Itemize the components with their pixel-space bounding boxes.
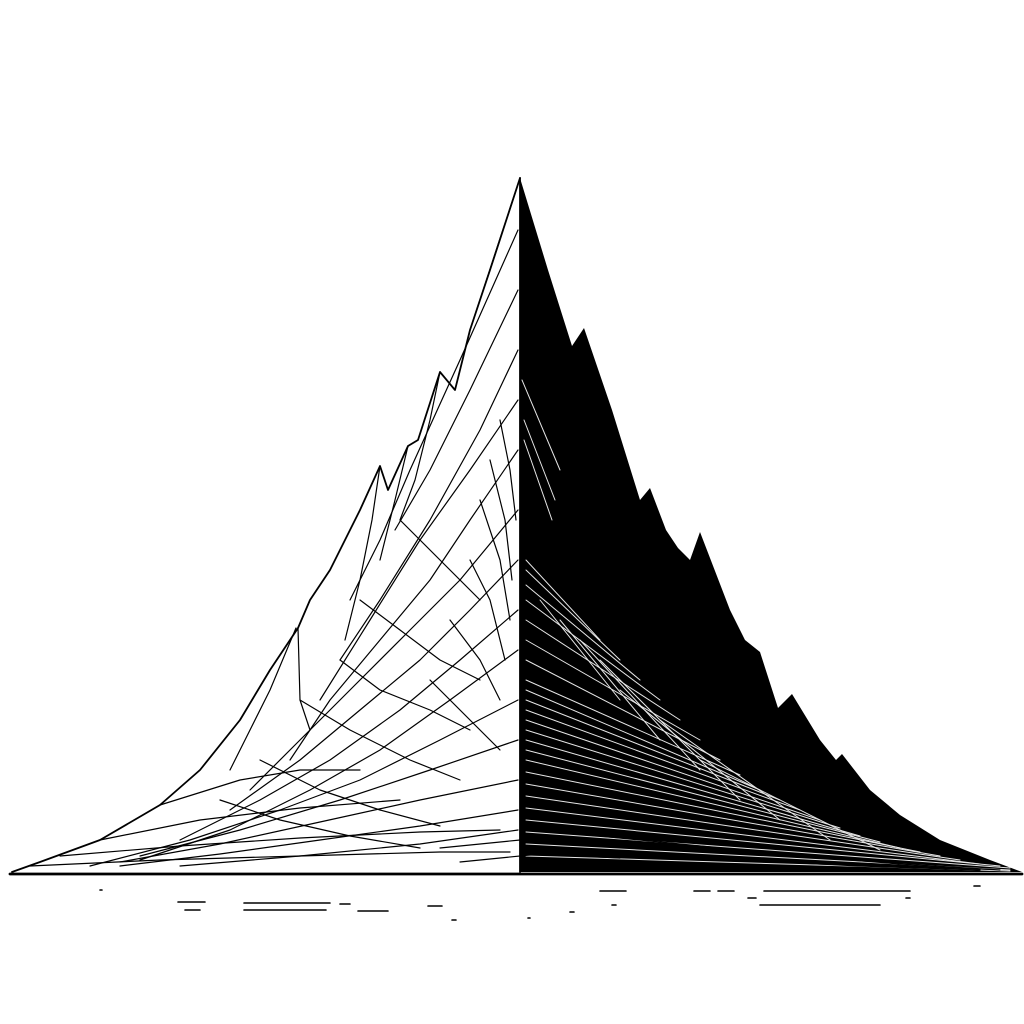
right-face-shadow (520, 178, 1022, 872)
left-face-lines (11, 177, 521, 873)
base-lines (439, 829, 1001, 871)
right-face-hatching (521, 379, 1011, 872)
ground-speckles (99, 885, 981, 921)
